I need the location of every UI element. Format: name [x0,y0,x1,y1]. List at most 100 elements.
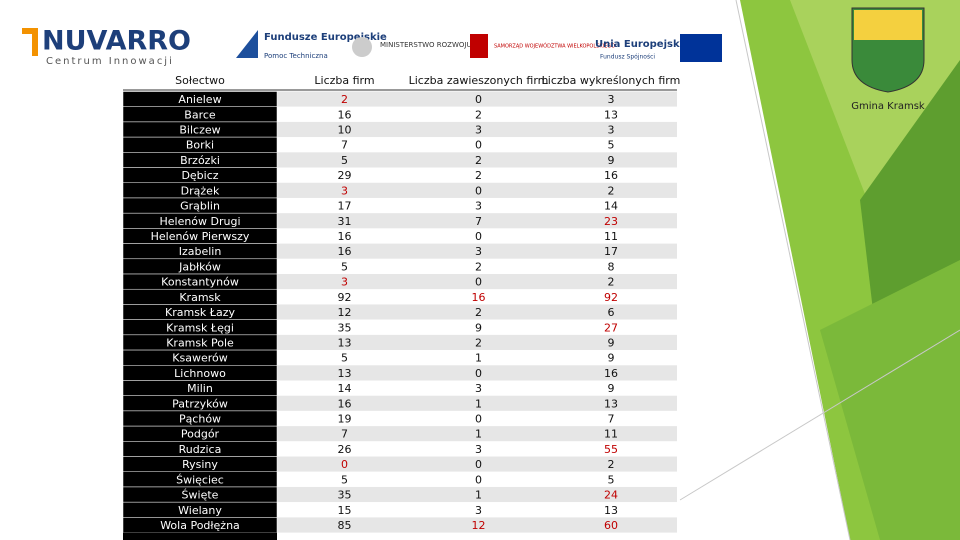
cell-value: 13 [338,367,352,380]
row-name: Ksawerów [172,352,227,365]
row-name: Kramsk Łęgi [166,321,234,334]
row-name: Wola Podłężna [160,519,240,532]
cell-value: 31 [338,215,352,228]
row-bg [277,91,677,107]
cell-value: 85 [338,519,352,532]
column-header: Liczba wykreślonych firm [542,74,681,87]
row-name: Grąblin [180,200,220,213]
logo-text: Pomoc Techniczna [264,52,328,60]
row-name: Kramsk Łazy [165,306,235,319]
column-header: Liczba zawieszonych firm [409,74,549,87]
logo-text: Fundusze Europejskie [264,32,387,43]
logo [352,37,372,57]
cell-value: 3 [475,382,482,395]
cell-value: 2 [475,260,482,273]
cell-value: 9 [608,352,615,365]
row-bg [277,121,677,138]
cell-value: 0 [475,276,482,289]
cell-value: 0 [475,458,482,471]
cell-value: 5 [341,473,348,486]
column-header: Liczba firm [314,74,374,87]
cell-value: 2 [475,108,482,121]
brand-sub: Centrum Innowacji [46,56,174,67]
logo-text: MINISTERSTWO ROZWOJU [380,41,472,49]
cell-value: 7 [341,428,348,441]
row-bg [277,517,677,533]
row-bg [277,197,677,214]
cell-value: 17 [604,245,618,258]
logo [236,30,258,58]
row-name: Konstantynów [161,276,239,289]
cell-value: 3 [475,245,482,258]
row-name: Bilczew [179,124,220,137]
cell-value: 1 [475,352,482,365]
row-bg [277,441,677,457]
row-bg [277,365,677,381]
cell-value: 16 [604,367,618,380]
cell-value: 14 [338,382,352,395]
cell-value: 19 [338,413,352,426]
logo-text: Unia Europejska [595,39,686,50]
cell-value: 0 [475,413,482,426]
cell-value: 0 [475,139,482,152]
cell-value: 5 [341,154,348,167]
cell-value: 14 [604,200,618,213]
row-bg [277,137,677,153]
row-bg [277,319,677,335]
row-bg [277,258,677,275]
cell-value: 1 [475,489,482,502]
cell-value: 1 [475,397,482,410]
cell-value: 9 [608,154,615,167]
cell-value: 17 [338,200,352,213]
row-name: Święciec [176,473,224,486]
row-bg [277,304,677,320]
cell-value: 3 [475,200,482,213]
cell-value: 5 [608,139,615,152]
cell-value: 12 [338,306,352,319]
cell-value: 2 [475,306,482,319]
cell-value: 16 [338,230,352,243]
cell-value: 23 [604,215,618,228]
cell-value: 7 [475,215,482,228]
cell-value: 2 [475,336,482,349]
logo-mark [22,28,38,34]
cell-value: 16 [338,397,352,410]
cell-value: 60 [604,519,618,532]
cell-value: 7 [608,413,615,426]
cell-value: 10 [338,124,352,137]
cell-value: 3 [608,124,615,137]
row-name: Patrzyków [172,397,228,410]
row-name: Borki [186,139,214,152]
row-name: Dębicz [181,169,218,182]
row-bg [277,471,677,487]
cell-value: 2 [608,276,615,289]
decoration [735,0,851,540]
cell-value: 9 [608,336,615,349]
row-name: Wielany [178,504,222,517]
row-bg [277,502,677,518]
cell-value: 3 [341,184,348,197]
row-bg [277,182,677,198]
row-bg [277,213,677,229]
cell-value: 29 [338,169,352,182]
row-name: Rudzica [179,443,222,456]
cell-value: 0 [475,230,482,243]
cell-value: 8 [608,260,615,273]
cell-value: 55 [604,443,618,456]
cell-value: 24 [604,489,618,502]
cell-value: 11 [604,428,618,441]
row-name: Podgór [181,428,220,441]
row-bg [277,486,677,503]
cell-value: 11 [604,230,618,243]
row-name: Kramsk [179,291,221,304]
cell-value: 9 [475,321,482,334]
cell-value: 13 [604,504,618,517]
row-bg [277,350,677,366]
row-name: Lichnowo [174,367,226,380]
cell-value: 3 [608,93,615,106]
row-bg [277,243,677,259]
cell-value: 35 [338,489,352,502]
cell-value: 16 [604,169,618,182]
row-bg [277,228,677,244]
row-bg [277,334,677,351]
